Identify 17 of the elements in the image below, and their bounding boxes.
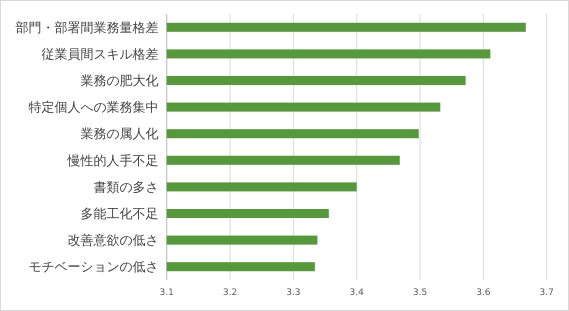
y-tick-label: 従業員間スキル格差 <box>42 47 159 62</box>
x-tick-label: 3.1 <box>160 288 174 298</box>
x-tick-label: 3.7 <box>540 288 554 298</box>
x-tick-label: 3.6 <box>476 288 491 298</box>
x-tick-label: 3.2 <box>222 288 238 298</box>
y-tick-label: 部門・部署間業務量格差 <box>16 20 159 36</box>
y-tick-label: 慢性的人手不足 <box>66 154 159 169</box>
y-tick-label: 特定個人への業務集中 <box>28 100 159 116</box>
y-tick-label: 改善意欲の低さ <box>68 232 159 249</box>
x-tick-label: 3.3 <box>286 288 301 298</box>
y-tick-label: モチベーションの低さ <box>28 260 159 276</box>
y-tick-label: 業務の属人化 <box>80 127 159 142</box>
y-tick-label: 業務の肥大化 <box>80 74 159 89</box>
y-tick-label: 書類の多さ <box>94 180 159 196</box>
x-tick-label: 3.4 <box>350 288 364 298</box>
x-tick-label: 3.5 <box>412 288 428 298</box>
y-tick-label: 多能工化不足 <box>80 207 159 222</box>
